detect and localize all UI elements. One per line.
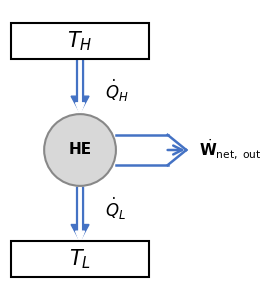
Text: $\dot{\mathbf{W}}_{\mathrm{net,\ out}}$: $\dot{\mathbf{W}}_{\mathrm{net,\ out}}$ (199, 138, 261, 162)
Text: $\dot{Q}_L$: $\dot{Q}_L$ (105, 196, 126, 222)
Circle shape (44, 114, 116, 186)
Text: HE: HE (68, 142, 92, 158)
FancyArrow shape (71, 59, 89, 113)
Text: $\dot{Q}_H$: $\dot{Q}_H$ (105, 78, 129, 104)
Text: $\mathbf{\mathit{T_H}}$: $\mathbf{\mathit{T_H}}$ (67, 29, 93, 53)
Text: $\mathbf{\mathit{T_L}}$: $\mathbf{\mathit{T_L}}$ (69, 247, 91, 271)
FancyArrow shape (76, 59, 84, 114)
Bar (11, 23, 149, 59)
FancyArrow shape (71, 187, 89, 241)
Bar (11, 241, 149, 277)
FancyArrow shape (76, 187, 84, 243)
